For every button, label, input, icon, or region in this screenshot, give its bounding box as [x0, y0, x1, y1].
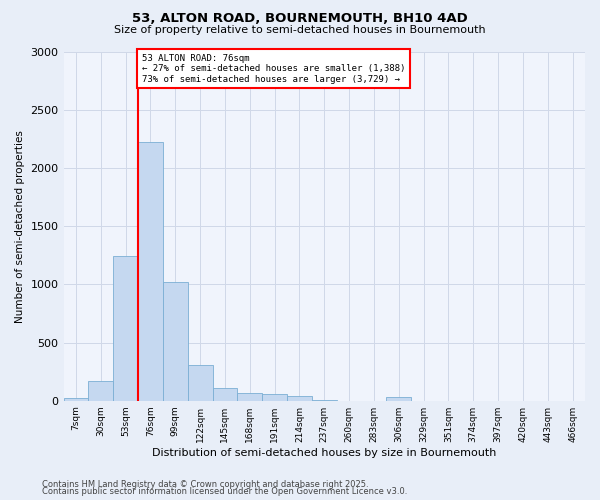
Text: Size of property relative to semi-detached houses in Bournemouth: Size of property relative to semi-detach… [114, 25, 486, 35]
X-axis label: Distribution of semi-detached houses by size in Bournemouth: Distribution of semi-detached houses by … [152, 448, 496, 458]
Bar [64, 398, 88, 400]
Bar [238, 393, 262, 400]
Text: 53 ALTON ROAD: 76sqm
← 27% of semi-detached houses are smaller (1,388)
73% of se: 53 ALTON ROAD: 76sqm ← 27% of semi-detac… [142, 54, 405, 84]
Text: Contains HM Land Registry data © Crown copyright and database right 2025.: Contains HM Land Registry data © Crown c… [42, 480, 368, 489]
Bar [212, 388, 238, 400]
Text: 53, ALTON ROAD, BOURNEMOUTH, BH10 4AD: 53, ALTON ROAD, BOURNEMOUTH, BH10 4AD [132, 12, 468, 26]
Bar [163, 282, 188, 401]
Text: Contains public sector information licensed under the Open Government Licence v3: Contains public sector information licen… [42, 487, 407, 496]
Bar [188, 365, 212, 400]
Y-axis label: Number of semi-detached properties: Number of semi-detached properties [15, 130, 25, 322]
Bar [138, 142, 163, 400]
Bar [386, 397, 411, 400]
Bar [113, 256, 138, 400]
Bar [88, 381, 113, 400]
Bar [287, 396, 312, 400]
Bar [262, 394, 287, 400]
